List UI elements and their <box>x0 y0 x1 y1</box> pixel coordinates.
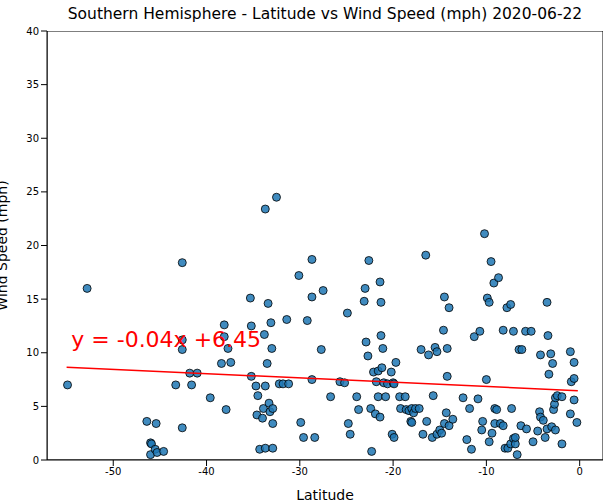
svg-text:-20: -20 <box>385 466 401 477</box>
svg-text:20: 20 <box>26 240 39 251</box>
svg-text:25: 25 <box>26 186 39 197</box>
svg-text:15: 15 <box>26 294 39 305</box>
svg-text:0: 0 <box>576 466 582 477</box>
svg-text:-10: -10 <box>478 466 494 477</box>
svg-text:35: 35 <box>26 79 39 90</box>
svg-text:-40: -40 <box>198 466 214 477</box>
svg-text:5: 5 <box>33 401 39 412</box>
svg-text:10: 10 <box>26 347 39 358</box>
svg-text:Wind Speed (mph): Wind Speed (mph) <box>8 180 10 310</box>
svg-text:-30: -30 <box>292 466 308 477</box>
svg-text:y = -0.04x +6.45: y = -0.04x +6.45 <box>71 327 261 352</box>
svg-text:30: 30 <box>26 133 39 144</box>
svg-text:-50: -50 <box>105 466 121 477</box>
svg-text:0: 0 <box>33 455 39 466</box>
svg-text:40: 40 <box>26 26 39 37</box>
html-text:Southern Hemisphere - Latitude: Southern Hemisphere - Latitude vs Wind S… <box>67 5 583 23</box>
svg-text:Latitude: Latitude <box>296 487 354 502</box>
